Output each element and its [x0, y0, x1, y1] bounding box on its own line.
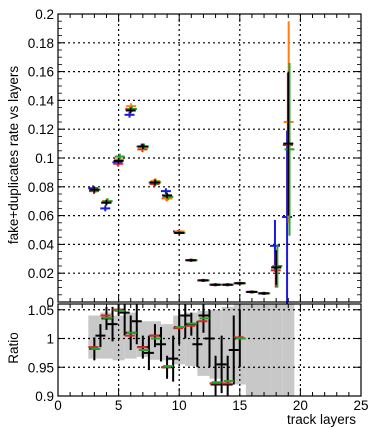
main-panel: fake+duplicates rate vs layers 0 0.02 0.04…	[6, 7, 362, 310]
main-ytick-label: 0.04	[28, 237, 55, 252]
ratio-band-segment	[221, 306, 234, 382]
ratio-band-segment	[270, 304, 283, 396]
ratio-xtick-label: 5	[115, 398, 123, 413]
ratio-band-segment	[245, 304, 258, 396]
main-yticks: 0 0.02 0.04 0.06 0.08 0.1 0.12 0.14 0.16 0.18 0.2	[28, 7, 362, 310]
main-frame	[57, 13, 362, 303]
main-ylabel: fake+duplicates rate vs layers	[6, 66, 21, 244]
ratio-xtick-label: 20	[293, 398, 308, 413]
main-ytick-label: 0	[46, 295, 54, 310]
main-ytick-label: 0.14	[28, 93, 55, 108]
main-ytick-label: 0.1	[35, 151, 54, 166]
ratio-xtick-label: 25	[353, 398, 368, 413]
main-ytick-label: 0.16	[28, 65, 54, 80]
ratio-xtick-label: 10	[172, 398, 187, 413]
ratio-ylabel: Ratio	[6, 332, 21, 364]
main-ytick-label: 0.06	[28, 209, 54, 224]
main-ytick-label: 0.18	[28, 36, 54, 51]
ratio-ytick-label: 0.9	[35, 389, 54, 404]
ratio-ytick-label: 1	[46, 332, 54, 347]
ratio-band-segment	[257, 304, 271, 396]
main-marks	[88, 21, 295, 304]
ratio-xlabel: track layers	[287, 412, 356, 427]
main-ytick-label: 0.2	[35, 7, 54, 22]
main-ytick-label: 0.08	[28, 180, 54, 195]
ratio-panel: Ratio 0.9 0.95 1 1.05 0 5 10 15 20 25 track layer…	[6, 303, 369, 427]
ratio-frame	[57, 303, 362, 397]
ratio-ytick-label: 0.95	[28, 360, 54, 375]
ratio-band-segment	[197, 310, 210, 376]
main-ytick-label: 0.02	[28, 266, 54, 281]
ratio-xtick-label: 15	[232, 398, 247, 413]
main-grid	[58, 14, 361, 302]
ratio-marks	[88, 304, 246, 396]
ratio-band-segment	[161, 324, 174, 361]
main-ytick-label: 0.12	[28, 122, 54, 137]
ratio-band-segment	[209, 309, 222, 379]
ratio-band-segment	[282, 304, 295, 396]
ratio-xtick-label: 0	[54, 398, 62, 413]
ratio-ticks: 0.9 0.95 1 1.05 0 5 10 15 20 25	[28, 303, 369, 413]
ratio-ytick-label: 1.05	[28, 303, 54, 318]
